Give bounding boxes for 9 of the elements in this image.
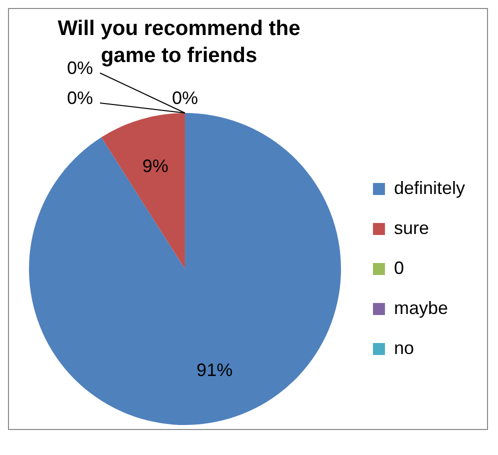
- legend-label: definitely: [394, 178, 466, 198]
- legend-label: no: [394, 338, 414, 358]
- legend-label: 0: [394, 258, 404, 278]
- legend-label: sure: [394, 218, 429, 238]
- data-label: 9%: [142, 156, 168, 176]
- data-label: 91%: [196, 360, 233, 380]
- legend-label: maybe: [394, 298, 448, 318]
- text: 0%: [172, 88, 198, 108]
- text: 0%: [66, 88, 93, 108]
